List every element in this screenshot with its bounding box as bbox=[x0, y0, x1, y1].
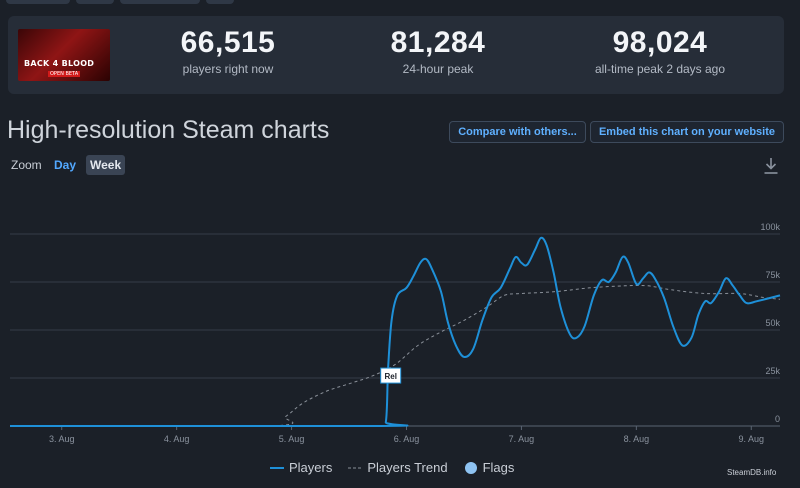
stat-24h-peak: 81,284 24-hour peak bbox=[338, 26, 538, 76]
players-trend-line bbox=[9, 284, 781, 427]
zoom-day-button[interactable]: Day bbox=[54, 158, 77, 172]
zoom-label: Zoom bbox=[11, 158, 42, 172]
stats-card: BACK 4 BLOOD OPEN BETA 66,515 players ri… bbox=[8, 16, 784, 94]
y-tick-label: 0 bbox=[775, 414, 780, 424]
legend-item-players[interactable]: Players bbox=[270, 460, 332, 475]
y-axis: 0 25k 50k 75k 100k bbox=[760, 222, 780, 424]
game-thumbnail-subtitle: OPEN BETA bbox=[48, 71, 81, 77]
legend-item-trend[interactable]: Players Trend bbox=[348, 460, 448, 475]
top-tab[interactable] bbox=[206, 0, 234, 4]
stat-label: all-time peak 2 days ago bbox=[594, 62, 726, 76]
y-tick-label: 25k bbox=[765, 366, 780, 376]
legend-label: Players bbox=[289, 460, 333, 475]
flag-box bbox=[380, 367, 402, 384]
y-tick-label: 50k bbox=[765, 318, 780, 328]
embed-chart-button[interactable]: Embed this chart on your website bbox=[590, 121, 784, 143]
x-tick-label: 7. Aug bbox=[509, 434, 535, 444]
flags-legend-icon bbox=[464, 461, 477, 474]
top-tab[interactable] bbox=[120, 0, 200, 4]
top-tab[interactable] bbox=[76, 0, 114, 4]
section-title: High-resolution Steam charts bbox=[7, 116, 330, 144]
stat-label: players right now bbox=[182, 62, 274, 76]
stat-all-time-peak: 98,024 all-time peak 2 days ago bbox=[560, 26, 760, 76]
download-icon[interactable] bbox=[763, 157, 779, 175]
legend-label: Flags bbox=[482, 460, 515, 475]
y-tick-label: 100k bbox=[760, 222, 780, 232]
x-tick-label: 4. Aug bbox=[164, 434, 190, 444]
chart-grid bbox=[10, 233, 780, 427]
players-legend-icon bbox=[270, 466, 284, 469]
top-tab[interactable] bbox=[6, 0, 70, 4]
x-tick-label: 6. Aug bbox=[394, 434, 420, 444]
player-chart: 0 25k 50k 75k 100k 3. Aug 4. Aug 5. Aug 6. Aug 7… bbox=[9, 222, 781, 444]
legend-item-flags[interactable]: Flags bbox=[464, 460, 515, 475]
y-tick-label: 75k bbox=[765, 270, 780, 280]
players-line bbox=[9, 236, 781, 428]
stat-value: 66,515 bbox=[180, 26, 276, 59]
x-tick-label: 5. Aug bbox=[279, 434, 305, 444]
release-flag[interactable]: Rel bbox=[380, 367, 402, 384]
flag-label: Rel bbox=[384, 372, 396, 381]
game-thumbnail-title: BACK 4 BLOOD bbox=[24, 59, 95, 68]
stat-value: 81,284 bbox=[390, 26, 486, 59]
stat-label: 24-hour peak bbox=[402, 62, 474, 76]
steamdb-credit[interactable]: SteamDB.info bbox=[727, 468, 777, 477]
game-thumbnail[interactable]: BACK 4 BLOOD OPEN BETA bbox=[18, 29, 110, 81]
x-tick-label: 3. Aug bbox=[49, 434, 75, 444]
stat-value: 98,024 bbox=[612, 26, 708, 59]
trend-legend-icon bbox=[348, 467, 363, 468]
zoom-week-button[interactable]: Week bbox=[86, 155, 126, 175]
top-tab-strip bbox=[0, 0, 800, 4]
chart-legend: Players Players Trend Flags bbox=[270, 460, 530, 475]
x-tick-label: 8. Aug bbox=[624, 434, 650, 444]
x-axis: 3. Aug 4. Aug 5. Aug 6. Aug 7. Aug 8. Aug 9. A… bbox=[49, 426, 764, 444]
compare-button[interactable]: Compare with others... bbox=[449, 121, 586, 143]
legend-label: Players Trend bbox=[367, 460, 448, 475]
x-tick-label: 9. Aug bbox=[739, 434, 765, 444]
stat-players-now: 66,515 players right now bbox=[128, 26, 328, 76]
